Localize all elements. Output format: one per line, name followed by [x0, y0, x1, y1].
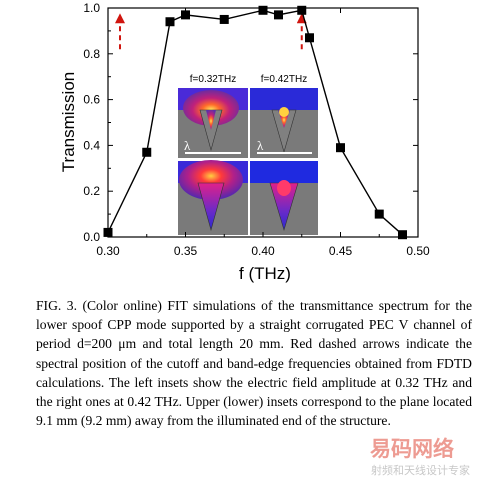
data-point [103, 227, 113, 237]
x-axis-label: f (THz) [239, 264, 291, 283]
y-tick-label: 0.2 [83, 184, 100, 198]
inset-upper-left [178, 88, 248, 158]
y-tick-label: 0.6 [83, 93, 100, 107]
lambda-left: λ [184, 138, 191, 153]
inset-upper-right [250, 88, 318, 158]
data-point [297, 5, 307, 15]
data-point [374, 209, 384, 219]
data-point [398, 230, 407, 240]
y-tick-label: 1.0 [83, 1, 100, 15]
data-point [142, 147, 152, 157]
x-tick-label: 0.45 [329, 244, 353, 258]
lambda-right: λ [257, 138, 264, 153]
site-watermark: 易码网络 射频和天线设计专家 [370, 437, 470, 477]
field-insets: f=0.32THz f=0.42THz λ λ [178, 74, 318, 235]
y-tick-label: 0.4 [83, 138, 100, 152]
inset-label-left: f=0.32THz [190, 74, 236, 85]
transmission-chart: f=0.32THz f=0.42THz λ λ [59, 1, 430, 283]
inset-lower-right [250, 161, 318, 235]
inset-lower-left [178, 160, 248, 235]
x-tick-label: 0.30 [96, 244, 120, 258]
y-axis-label: Transmission [59, 72, 78, 172]
transmission-line [107, 9, 403, 236]
watermark-title: 易码网络 [370, 437, 454, 461]
x-tick-label: 0.40 [251, 244, 275, 258]
data-point [305, 33, 314, 43]
x-tick-label: 0.35 [174, 244, 198, 258]
data-point [165, 17, 175, 27]
watermark-subtitle: 射频和天线设计专家 [371, 463, 470, 477]
data-point [274, 10, 283, 20]
data-point [219, 14, 229, 24]
data-point [181, 10, 190, 20]
data-point [336, 143, 345, 153]
x-tick-label: 0.50 [406, 244, 430, 258]
y-tick-label: 0.0 [83, 230, 100, 244]
data-point [258, 5, 268, 15]
inset-label-right: f=0.42THz [261, 74, 307, 85]
y-tick-label: 0.8 [83, 47, 100, 61]
figure-caption: FIG. 3. (Color online) FIT simulations o… [36, 298, 472, 429]
